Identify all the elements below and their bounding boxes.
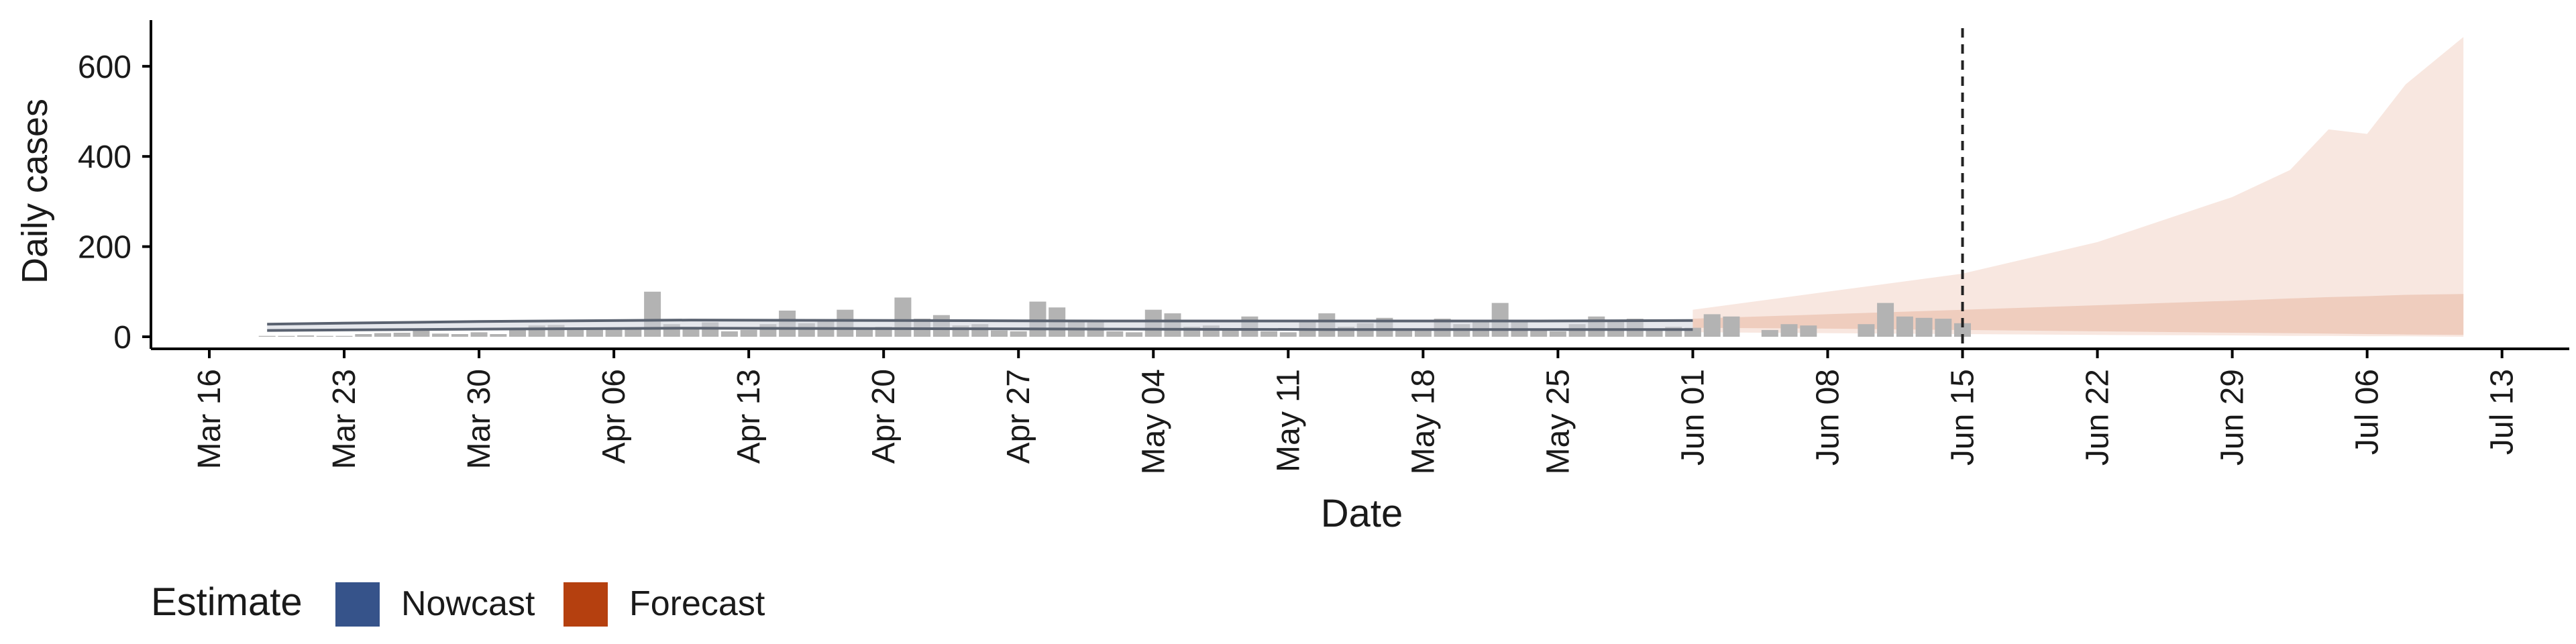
x-tick-label: Mar 16 — [192, 369, 227, 469]
bar — [1896, 316, 1913, 337]
bar — [316, 335, 333, 337]
x-tick-label: Apr 13 — [731, 369, 767, 464]
x-tick-label: Jun 29 — [2215, 369, 2251, 466]
legend: Estimate Nowcast Forecast — [151, 580, 765, 627]
bar — [278, 335, 295, 337]
axes: 0 200 400 600 Mar 16 Mar 23 Mar 30 Apr 06 Apr 1… — [15, 20, 2569, 535]
bar — [625, 327, 642, 337]
y-tick-label: 200 — [78, 230, 131, 266]
bar — [1915, 317, 1933, 337]
x-tick-label: May 04 — [1136, 369, 1171, 474]
bar — [1723, 316, 1740, 337]
x-tick-label: Jun 08 — [1811, 369, 1846, 466]
bar — [490, 334, 507, 337]
bar — [470, 332, 488, 337]
bar — [297, 335, 315, 337]
legend-label-nowcast: Nowcast — [401, 584, 535, 623]
bar — [1106, 331, 1124, 337]
x-tick-label: Apr 20 — [866, 369, 902, 464]
bar — [1954, 323, 1971, 337]
bar — [355, 334, 372, 337]
bar — [894, 297, 912, 337]
bar — [413, 330, 430, 337]
bar — [740, 329, 757, 337]
bar — [432, 333, 449, 337]
bar — [991, 330, 1008, 337]
bar — [1703, 314, 1721, 337]
bar — [856, 327, 873, 337]
x-tick-label: Apr 06 — [596, 369, 632, 464]
x-axis-label: Date — [1321, 492, 1403, 535]
bar — [258, 335, 276, 337]
x-tick-label: Jun 22 — [2080, 369, 2116, 466]
x-tick-label: Jun 15 — [1945, 369, 1981, 466]
nowcast-upper-line — [267, 319, 1693, 326]
bar — [1935, 319, 1952, 337]
x-tick-label: Jul 13 — [2485, 369, 2520, 455]
legend-swatch-forecast — [564, 582, 608, 627]
x-tick-label: Mar 30 — [462, 369, 497, 469]
bar — [1549, 331, 1566, 337]
bar — [1800, 325, 1817, 337]
bar — [605, 329, 623, 337]
plot-area — [258, 28, 2464, 349]
forecast-outer-band — [1693, 37, 2464, 337]
forecast-bands — [1693, 37, 2464, 337]
bar — [1126, 332, 1143, 337]
y-axis-label: Daily cases — [15, 99, 55, 284]
bar — [451, 334, 468, 337]
x-tick-label: Mar 23 — [327, 369, 362, 469]
x-tick-label: Jul 06 — [2350, 369, 2385, 455]
bar — [1279, 332, 1297, 337]
x-tick-label: May 25 — [1540, 369, 1576, 474]
bar — [1395, 329, 1413, 337]
bar — [586, 327, 603, 337]
y-tick-label: 400 — [78, 140, 131, 175]
y-tick-label: 0 — [113, 320, 131, 356]
x-tick-label: Apr 27 — [1001, 369, 1036, 464]
bar — [1260, 331, 1278, 337]
legend-title: Estimate — [151, 580, 303, 624]
y-ticks: 0 200 400 600 — [78, 50, 151, 356]
bar — [1877, 303, 1894, 337]
bar — [1029, 301, 1046, 337]
bar — [1010, 331, 1027, 337]
bar — [1858, 324, 1875, 337]
bar — [1761, 329, 1778, 337]
nowcast-lower-line — [267, 327, 1693, 332]
x-tick-label: May 11 — [1271, 369, 1306, 472]
bar — [393, 333, 411, 337]
y-tick-label: 600 — [78, 50, 131, 85]
bar — [644, 291, 661, 337]
x-tick-label: May 18 — [1405, 369, 1441, 474]
bar — [720, 331, 738, 337]
legend-swatch-nowcast — [335, 582, 380, 627]
x-ticks: Mar 16 Mar 23 Mar 30 Apr 06 Apr 13 Apr 20 Apr … — [192, 349, 2520, 474]
x-tick-label: Jun 01 — [1675, 369, 1711, 466]
bar — [335, 335, 353, 337]
bar — [1780, 324, 1798, 337]
bar — [682, 327, 700, 337]
nowcast-band — [267, 319, 1693, 332]
legend-label-forecast: Forecast — [629, 584, 765, 623]
bar — [374, 333, 391, 337]
